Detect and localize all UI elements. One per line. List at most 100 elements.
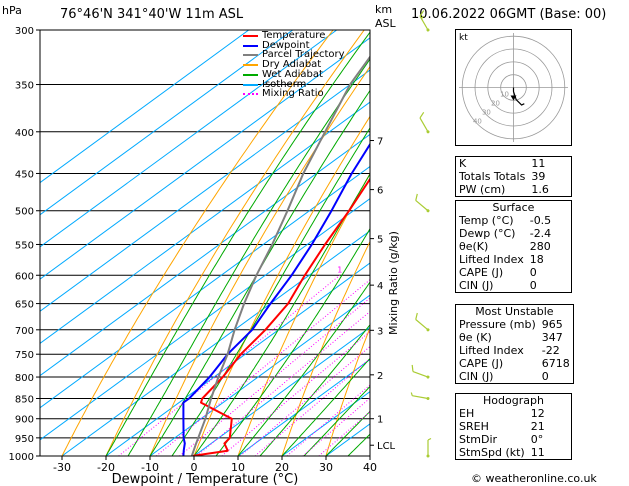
valid-time-title: 10.06.2022 06GMT (Base: 00)	[411, 7, 607, 22]
mixing-ratio-line	[179, 297, 370, 456]
wet-adiabat	[303, 385, 370, 456]
hodograph-ring-label: 30	[482, 109, 491, 117]
most-unstable-table: Most Unstable Pressure (mb) 965 θe (K) 347 Li…	[455, 304, 574, 384]
dry-adiabat	[237, 172, 370, 456]
pressure-tick-label: 550	[15, 240, 34, 251]
legend-label: Dewpoint	[262, 39, 310, 51]
legend-item: Dry Adiabat	[243, 60, 345, 70]
index-label: θe (K)	[459, 331, 492, 344]
index-label: StmDir	[459, 433, 498, 446]
isotherm	[149, 294, 370, 456]
isotherm	[40, 30, 294, 216]
temperature-tick-label: 0	[191, 461, 198, 474]
pressure-tick-label: 500	[15, 207, 34, 218]
isotherm	[40, 37, 370, 280]
legend-label: Wet Adiabat	[262, 68, 323, 80]
legend-swatch	[243, 73, 258, 76]
copyright: © weatheronline.co.uk	[471, 472, 597, 485]
dry-adiabat	[193, 115, 370, 456]
wind-barb	[410, 392, 430, 400]
hodograph-trace	[512, 87, 525, 106]
isotherm	[40, 30, 338, 248]
index-label: EH	[459, 407, 475, 420]
legend-item: Temperature	[243, 31, 345, 41]
isotherm	[40, 101, 370, 345]
wet-adiabat	[281, 357, 370, 456]
index-value: 0	[529, 279, 537, 292]
dry-adiabat	[61, 30, 334, 456]
index-value: 39	[531, 170, 546, 183]
index-label: CAPE (J)	[459, 357, 504, 370]
table-row: CIN (J) 0	[456, 279, 572, 293]
hodograph-indices-table: Hodograph EH 12 SREH 21 StmDir 0° StmSpd (kt) 11	[455, 393, 572, 460]
legend-item: Wet Adiabat	[243, 68, 345, 80]
pressure-tick-label: 300	[15, 26, 34, 37]
legend-swatch	[243, 54, 258, 57]
index-value: 21	[530, 420, 545, 433]
pressure-tick-label: 750	[15, 350, 34, 361]
index-value: 6718	[541, 357, 570, 370]
wet-adiabat	[237, 281, 370, 456]
mixing-ratio-label: 1	[337, 265, 342, 274]
x-axis-label: Dewpoint / Temperature (°C)	[112, 472, 299, 486]
height-unit-asl: ASL	[375, 17, 396, 30]
index-value: 1.6	[531, 183, 549, 196]
pressure-tick-label: 700	[15, 326, 34, 337]
legend-label: Mixing Ratio	[262, 88, 324, 100]
pressure-tick-label: 600	[15, 271, 34, 282]
mixing-ratio-label: 2	[373, 265, 378, 274]
index-label: StmSpd (kt)	[459, 446, 525, 459]
index-label: CAPE (J)	[459, 266, 504, 279]
legend-item: Isotherm	[243, 79, 345, 90]
pressure-tick-label: 1000	[9, 452, 34, 463]
index-label: CIN (J)	[459, 370, 494, 383]
pressure-unit-label: hPa	[2, 4, 22, 17]
wet-adiabat	[171, 126, 370, 456]
index-label: CIN (J)	[459, 279, 494, 292]
temperature-tick-label: 40	[363, 461, 377, 474]
hodograph-ring-label: 10	[500, 91, 509, 99]
mixing-ratio-label: 4	[411, 265, 416, 274]
index-label: PW (cm)	[459, 183, 506, 196]
table-section-title: Hodograph	[483, 394, 544, 407]
pressure-tick-label: 950	[15, 434, 34, 445]
index-label: Dewp (°C)	[459, 227, 516, 240]
legend-swatch	[243, 83, 258, 86]
index-label: Temp (°C)	[459, 214, 514, 227]
km-tick-label: 7	[377, 137, 383, 148]
index-value: 0	[529, 266, 537, 279]
legend-swatch	[243, 64, 258, 67]
index-value: 347	[541, 331, 563, 344]
temperature-line	[191, 177, 370, 456]
table-row: Lifted Index 18	[456, 253, 572, 266]
km-tick-label: 3	[377, 326, 383, 337]
table-row: Totals Totals 39	[456, 170, 572, 183]
index-label: Lifted Index	[459, 344, 524, 357]
legend-swatch	[243, 44, 258, 47]
isotherm	[40, 165, 370, 409]
wind-barb	[419, 10, 430, 32]
pressure-tick-label: 800	[15, 373, 34, 384]
location-title: 76°46'N 341°40'W 11m ASL	[60, 7, 244, 22]
table-row: Lifted Index -22	[456, 344, 574, 357]
temperature-tick-label: -30	[53, 461, 71, 474]
hodograph-ring-label: 20	[491, 100, 500, 108]
height-unit-km: km	[375, 3, 393, 16]
index-label: K	[459, 157, 467, 170]
index-value: 18	[529, 253, 544, 266]
basic-indices-table: K 11 Totals Totals 39 PW (cm) 1.6	[455, 156, 572, 197]
km-tick-label: 4	[377, 281, 383, 292]
table-row: CAPE (J) 0	[456, 266, 572, 279]
index-label: SREH	[459, 420, 489, 433]
mixing-ratio-line	[196, 310, 370, 456]
pressure-tick-label: 450	[15, 169, 34, 180]
temperature-tick-label: 10	[231, 461, 245, 474]
index-value: 965	[541, 318, 563, 331]
dewpoint-line	[182, 142, 370, 456]
wet-adiabat	[105, 31, 370, 456]
mixing-ratio-line	[155, 279, 370, 456]
legend-label: Dry Adiabat	[262, 59, 322, 71]
hodograph-ring-label: 40	[473, 118, 482, 126]
table-row: EH 12	[456, 407, 572, 420]
legend-swatch	[243, 35, 258, 37]
